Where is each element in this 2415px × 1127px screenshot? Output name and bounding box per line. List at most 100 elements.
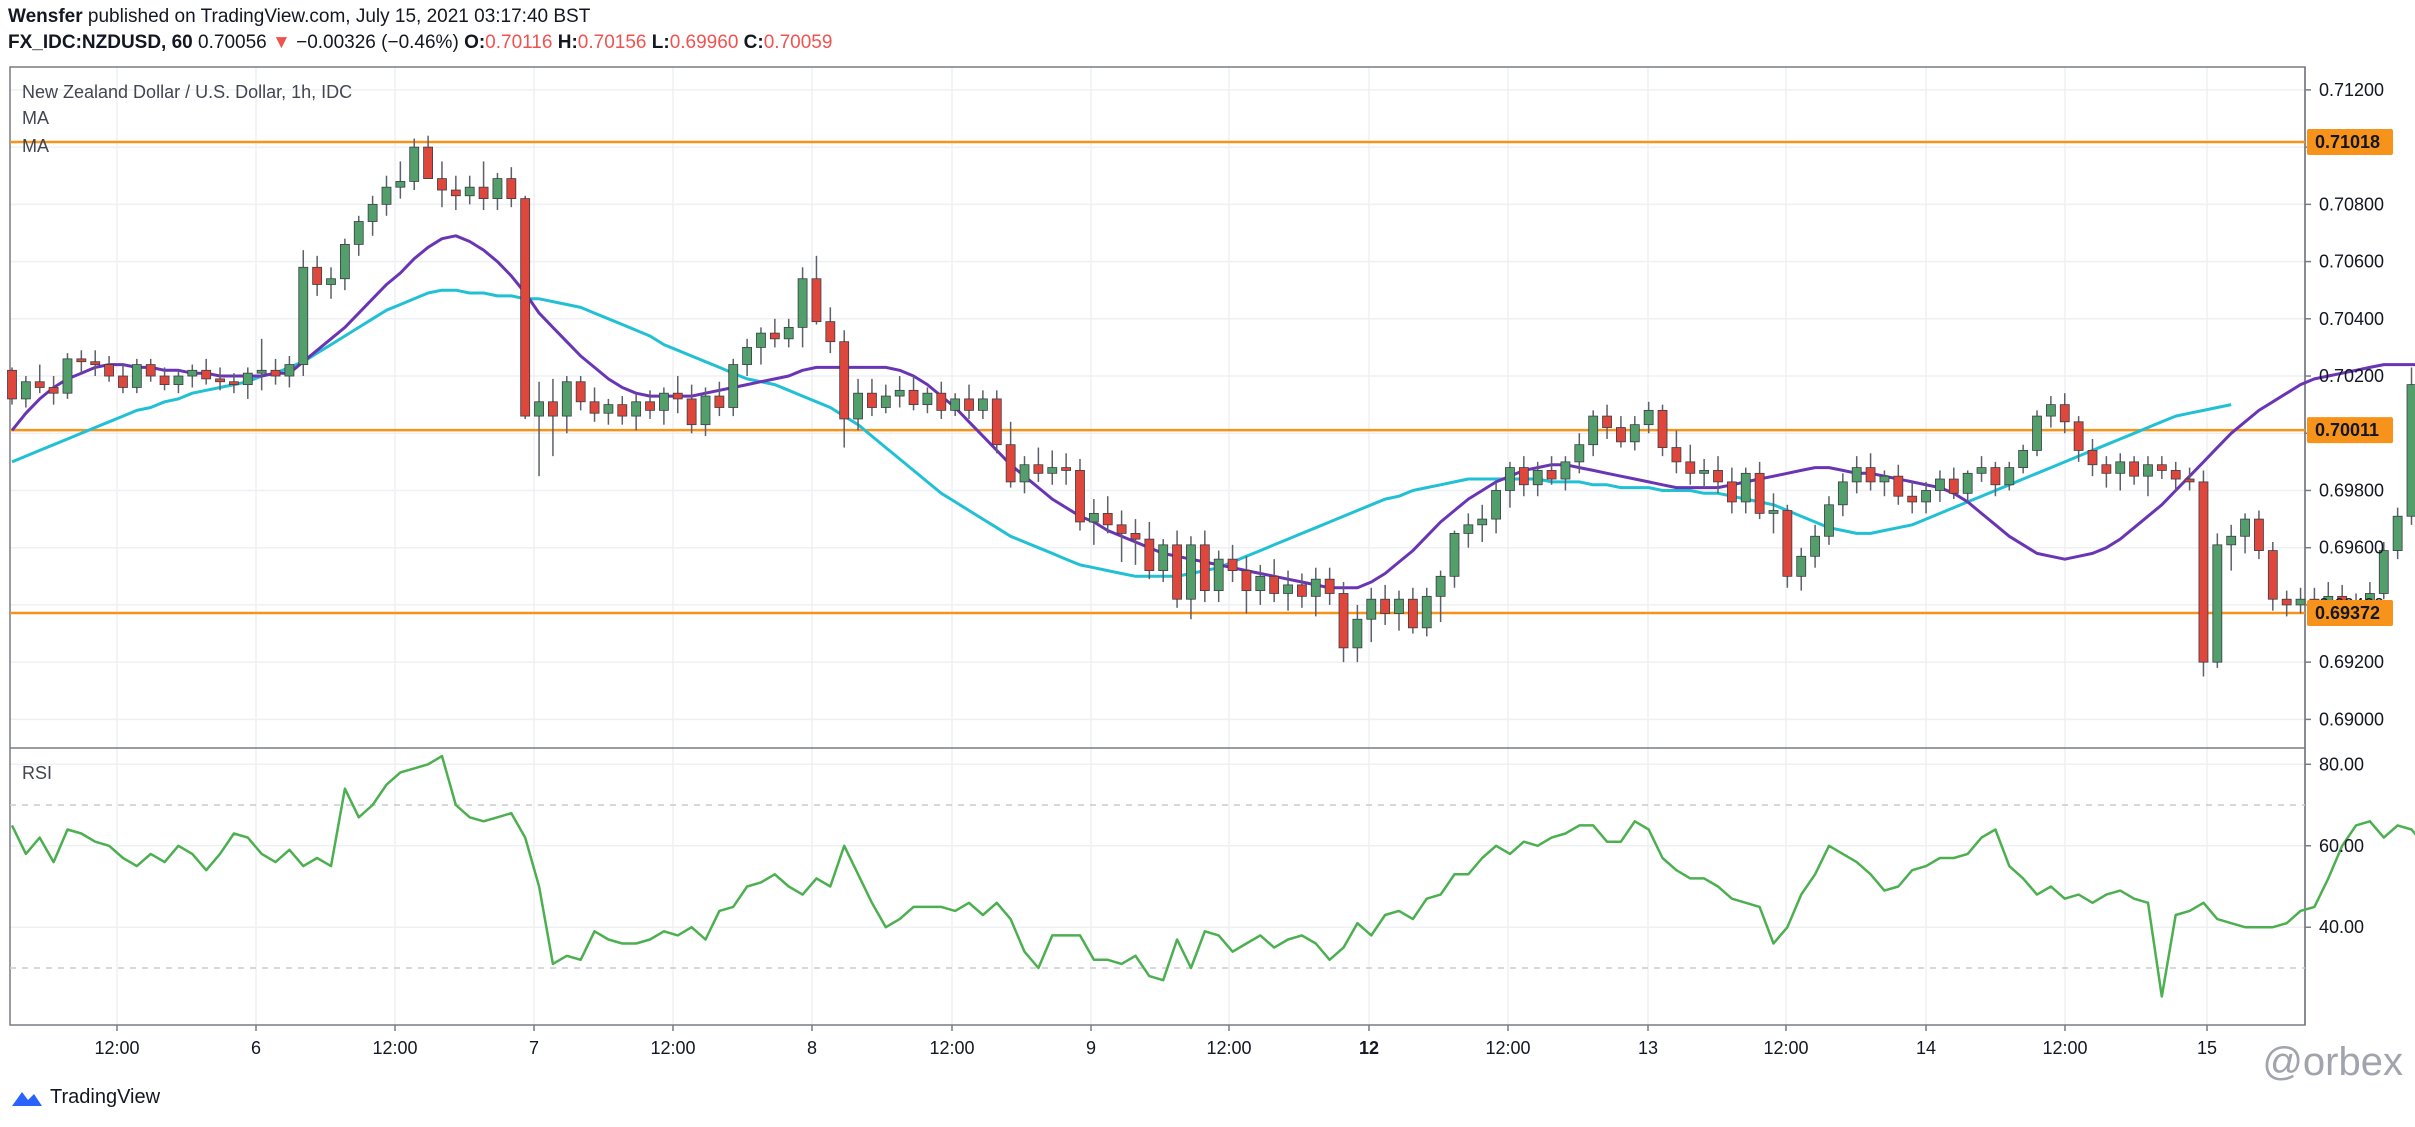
candle-body (90, 361, 101, 365)
candle-body (215, 378, 225, 383)
level-price-tag-label: 0.70011 (2315, 420, 2379, 440)
candle (2198, 470, 2209, 677)
last-price: 0.70056 (198, 32, 267, 53)
candle-body (1754, 472, 1765, 514)
candle-body (2059, 404, 2070, 423)
candle (1213, 550, 1224, 603)
chart-title: New Zealand Dollar / U.S. Dollar, 1h, ID… (22, 82, 353, 102)
ma-fast-legend[interactable]: MA (22, 108, 49, 128)
time-tick-label: 12:00 (1763, 1038, 1808, 1058)
rsi-pane[interactable] (10, 754, 2415, 998)
candle (409, 138, 420, 191)
candle (104, 355, 114, 382)
ma-slow-legend[interactable]: MA (22, 136, 49, 156)
candle-body (1255, 575, 1266, 592)
candle-body (201, 369, 212, 380)
candle-body (1449, 532, 1460, 577)
time-tick-label: 6 (251, 1038, 261, 1058)
candle-body (991, 398, 1002, 446)
candle-body (1518, 467, 1529, 486)
candle (1893, 464, 1904, 505)
candle-body (811, 278, 822, 323)
time-tick-label: 15 (2197, 1038, 2217, 1058)
tradingview-branding[interactable]: TradingView (10, 1084, 160, 1110)
time-tick-label: 7 (529, 1038, 539, 1058)
candle (1713, 456, 1723, 494)
candle-body (2087, 450, 2098, 466)
candle (1782, 504, 1793, 588)
candle-body (797, 278, 808, 328)
candle (1602, 404, 1612, 439)
candle (1976, 456, 1987, 482)
down-arrow-icon: ▼ (272, 32, 291, 53)
candle-body (1837, 481, 1848, 506)
candle (2032, 410, 2042, 457)
candle (1837, 473, 1848, 517)
candle-body (894, 389, 905, 397)
candle (367, 195, 378, 236)
candle (1394, 590, 1404, 631)
candle (2018, 444, 2029, 474)
candles[interactable] (7, 135, 2415, 677)
low-label: L: (651, 32, 670, 53)
candle-body (1726, 481, 1737, 503)
price-tick-label: 0.69200 (2319, 652, 2384, 672)
candle (1102, 496, 1113, 534)
candle (1990, 461, 2001, 497)
rsi-legend[interactable]: RSI (22, 763, 53, 783)
candle-body (2378, 550, 2389, 594)
candle-body (1213, 558, 1224, 592)
candle-body (1629, 424, 1640, 443)
time-axis[interactable]: 12:00 6 12:00 7 12:00 8 12:00 9 12:00 12 12:00 13 12… (94, 1025, 2217, 1058)
candle-body (1685, 461, 1696, 474)
candle-body (1907, 495, 1918, 503)
time-tick-label: 12:00 (650, 1038, 695, 1058)
candle-body (1532, 470, 1543, 486)
candle-body (242, 372, 253, 386)
candle-body (936, 392, 947, 411)
candle (1865, 453, 1876, 491)
candle (48, 376, 59, 405)
candle (464, 175, 475, 205)
candle-body (1019, 464, 1030, 483)
candle-body (1865, 467, 1876, 483)
candle (450, 175, 461, 211)
candle-body (2018, 450, 2029, 468)
candle-body (2115, 461, 2126, 474)
price-axis[interactable]: 0.712000.710000.708000.706000.704000.702… (2305, 80, 2393, 937)
candle (2073, 416, 2084, 462)
candle-body (1546, 470, 1557, 480)
candle (145, 358, 156, 382)
candle (1546, 456, 1557, 485)
candle-body (1588, 415, 1599, 446)
candle (1019, 456, 1030, 494)
horizontal-levels[interactable] (10, 140, 2305, 615)
symbol-name[interactable]: FX_IDC:NZDUSD, 60 (8, 32, 193, 53)
candle-body (492, 178, 503, 200)
candle (561, 376, 572, 434)
candle-body (256, 369, 267, 374)
candle (1671, 430, 1682, 474)
candle (1921, 481, 1931, 514)
candle-body (908, 389, 919, 406)
candle (964, 384, 974, 419)
rsi-tick-label: 40.00 (2319, 917, 2364, 937)
candle-body (464, 186, 475, 197)
open-label: O: (464, 32, 486, 53)
candle (1283, 570, 1293, 611)
ma-fast-line (10, 234, 2415, 590)
candle (2004, 461, 2015, 491)
candle-body (520, 198, 531, 417)
author-name[interactable]: Wensfer (8, 6, 83, 27)
candle-body (534, 401, 544, 417)
candle (76, 350, 87, 374)
candle (936, 381, 947, 419)
candle (2378, 541, 2389, 600)
candle-body (2240, 518, 2250, 537)
candle-body (1921, 490, 1931, 503)
candle (2212, 533, 2223, 668)
candle (2156, 456, 2167, 480)
ma-slow-line (11, 288, 2232, 578)
candle (339, 238, 350, 291)
